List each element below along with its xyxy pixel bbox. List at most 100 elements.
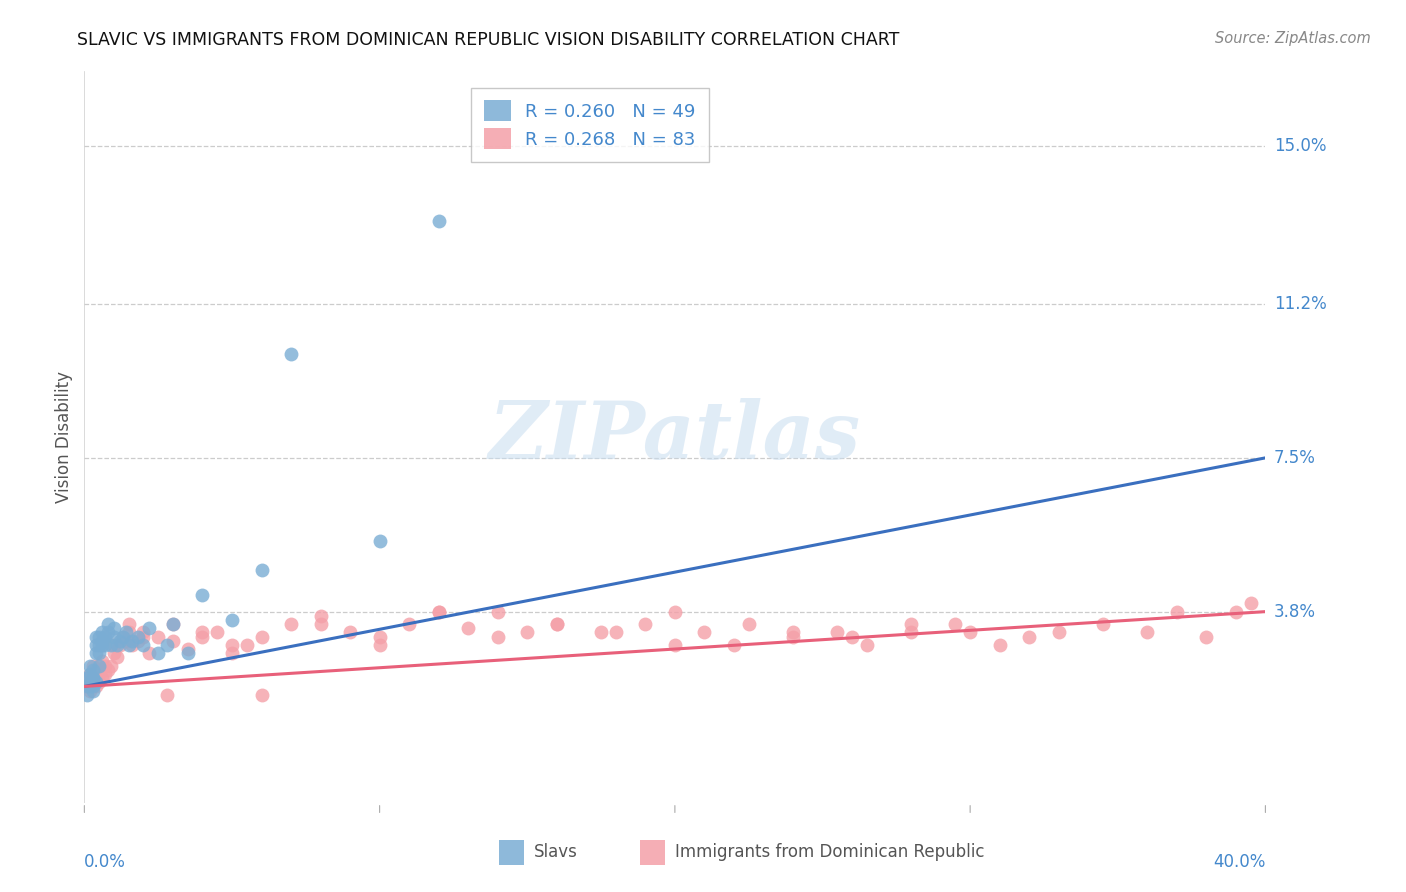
Point <box>900 617 922 632</box>
Point <box>221 613 243 627</box>
Text: 40.0%: 40.0% <box>1213 853 1265 871</box>
Point <box>79 667 101 681</box>
Text: Source: ZipAtlas.com: Source: ZipAtlas.com <box>1215 31 1371 46</box>
Point <box>103 646 125 660</box>
Point <box>664 605 686 619</box>
Point <box>221 646 243 660</box>
Point <box>191 588 214 602</box>
Point <box>1018 630 1040 644</box>
Point <box>114 633 136 648</box>
Point <box>368 638 391 652</box>
Point <box>87 630 111 644</box>
Point <box>91 671 114 685</box>
Text: 15.0%: 15.0% <box>1274 137 1326 155</box>
Point <box>84 663 107 677</box>
Text: 3.8%: 3.8% <box>1274 603 1316 621</box>
Point <box>97 617 120 632</box>
Point <box>97 625 120 640</box>
Point <box>108 633 131 648</box>
Text: 11.2%: 11.2% <box>1274 295 1326 313</box>
Point <box>162 617 184 632</box>
Point <box>84 638 107 652</box>
Legend: R = 0.260   N = 49, R = 0.268   N = 83: R = 0.260 N = 49, R = 0.268 N = 83 <box>471 87 709 162</box>
Point <box>516 625 538 640</box>
Point <box>82 663 104 677</box>
Point <box>91 638 114 652</box>
Point <box>76 671 98 685</box>
Point <box>79 667 101 681</box>
Point <box>103 638 125 652</box>
Point <box>634 617 657 632</box>
Text: 0.0%: 0.0% <box>84 853 127 871</box>
Point <box>486 605 509 619</box>
Point <box>309 608 332 623</box>
Point <box>841 630 863 644</box>
Point <box>1195 630 1218 644</box>
Point <box>79 680 101 694</box>
Point <box>605 625 627 640</box>
Point <box>84 675 107 690</box>
Point <box>114 625 136 640</box>
Point <box>1092 617 1115 632</box>
Text: ZIPatlas: ZIPatlas <box>489 399 860 475</box>
Point <box>84 680 107 694</box>
Point <box>368 533 391 548</box>
Point <box>280 347 302 361</box>
Point <box>427 605 450 619</box>
Point <box>723 638 745 652</box>
Point <box>82 658 104 673</box>
Point <box>100 638 122 652</box>
Point <box>118 617 141 632</box>
Point <box>162 617 184 632</box>
Point <box>900 625 922 640</box>
Text: 7.5%: 7.5% <box>1274 449 1316 467</box>
Text: SLAVIC VS IMMIGRANTS FROM DOMINICAN REPUBLIC VISION DISABILITY CORRELATION CHART: SLAVIC VS IMMIGRANTS FROM DOMINICAN REPU… <box>77 31 900 49</box>
Point <box>87 638 111 652</box>
Point <box>856 638 879 652</box>
Point <box>118 625 141 640</box>
Point <box>105 638 128 652</box>
Point <box>87 675 111 690</box>
Point <box>103 630 125 644</box>
Point <box>79 675 101 690</box>
Point <box>546 617 568 632</box>
Point <box>111 630 134 644</box>
Point <box>1240 596 1263 610</box>
Text: Immigrants from Dominican Republic: Immigrants from Dominican Republic <box>675 843 984 861</box>
Point <box>177 642 200 657</box>
Point <box>87 658 111 673</box>
Point <box>138 646 160 660</box>
Point <box>132 638 155 652</box>
Point <box>1136 625 1159 640</box>
Point <box>76 680 98 694</box>
Point <box>339 625 361 640</box>
Point <box>693 625 716 640</box>
Point <box>148 646 170 660</box>
Point <box>156 688 179 702</box>
Point <box>486 630 509 644</box>
Point <box>91 655 114 669</box>
Point <box>368 630 391 644</box>
Text: Slavs: Slavs <box>534 843 578 861</box>
Point <box>79 658 101 673</box>
Point <box>945 617 967 632</box>
Point <box>82 683 104 698</box>
Point <box>87 646 111 660</box>
Point <box>546 617 568 632</box>
Point <box>738 617 761 632</box>
Point <box>132 630 155 644</box>
Point <box>118 638 141 652</box>
Point <box>782 630 804 644</box>
Point <box>82 671 104 685</box>
Point <box>94 658 117 673</box>
Point <box>782 625 804 640</box>
Point <box>87 667 111 681</box>
Point <box>236 638 259 652</box>
Point <box>84 630 107 644</box>
Point <box>250 630 273 644</box>
Point <box>76 680 98 694</box>
Point <box>177 646 200 660</box>
Point <box>132 625 155 640</box>
Point <box>94 638 117 652</box>
Point <box>162 633 184 648</box>
